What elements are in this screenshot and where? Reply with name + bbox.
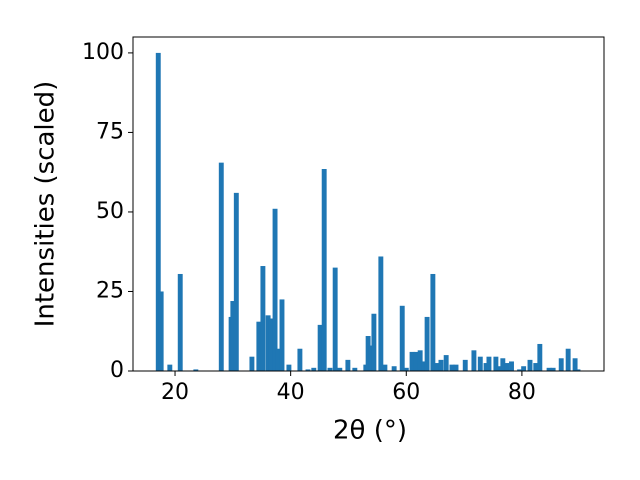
bar	[477, 356, 483, 371]
bar	[421, 361, 427, 371]
x-tick-label: 20	[161, 380, 189, 405]
bar	[471, 350, 477, 371]
bar	[233, 192, 239, 371]
bar	[249, 356, 255, 371]
bar	[167, 364, 173, 371]
bar	[230, 301, 236, 371]
y-tick-label: 50	[96, 199, 124, 224]
y-tick-label: 25	[96, 278, 124, 303]
x-tick-label: 60	[392, 380, 420, 405]
bar	[368, 345, 374, 371]
bar	[517, 369, 523, 371]
bar	[462, 359, 468, 371]
x-axis-label: 2θ (°)	[333, 416, 407, 446]
y-tick-label: 0	[110, 358, 124, 383]
bar	[399, 305, 405, 371]
bar	[521, 366, 527, 371]
bar	[279, 299, 285, 371]
bar	[297, 348, 303, 371]
bar	[558, 358, 564, 371]
bar	[443, 355, 449, 371]
bar	[371, 313, 377, 371]
y-tick-label: 100	[82, 40, 124, 65]
bar	[424, 316, 430, 371]
bar	[565, 348, 571, 371]
bar	[497, 366, 503, 371]
bar	[403, 367, 409, 371]
bar	[256, 321, 262, 371]
x-tick-label: 80	[508, 380, 536, 405]
bar	[537, 343, 543, 371]
bar	[317, 324, 323, 371]
bar	[546, 367, 552, 371]
bar	[193, 369, 199, 371]
bar	[493, 356, 499, 371]
bar	[305, 369, 311, 371]
bar	[438, 359, 444, 371]
bar	[575, 369, 581, 371]
bar	[158, 291, 164, 371]
bar	[409, 351, 415, 371]
bar	[352, 367, 358, 371]
bar	[345, 359, 351, 371]
bar	[527, 359, 533, 371]
bar	[378, 256, 384, 371]
bar	[509, 361, 514, 371]
bar	[500, 358, 506, 371]
bar	[413, 351, 419, 371]
bar	[275, 348, 281, 371]
bar	[550, 367, 556, 371]
bar	[449, 364, 455, 371]
y-tick-label: 75	[96, 119, 124, 144]
bar	[572, 358, 578, 371]
bar	[391, 366, 397, 371]
x-tick-label: 40	[277, 380, 305, 405]
bar	[417, 350, 423, 371]
bar	[332, 267, 338, 371]
bar	[486, 356, 492, 371]
bar	[533, 363, 539, 371]
bar	[337, 367, 343, 371]
bar	[260, 266, 266, 371]
bar	[382, 364, 388, 371]
bar	[155, 52, 161, 372]
bar	[321, 169, 327, 371]
bar	[286, 364, 292, 371]
y-axis-label: Intensities (scaled)	[31, 81, 61, 328]
plot-frame	[132, 36, 605, 372]
bar	[365, 336, 371, 371]
bar	[268, 318, 274, 371]
bar	[327, 367, 333, 371]
bar	[311, 367, 317, 371]
bar	[504, 363, 510, 371]
bar	[453, 364, 459, 371]
bar	[434, 363, 440, 371]
bar	[265, 315, 271, 371]
bar	[177, 273, 183, 371]
bar	[272, 208, 278, 371]
bar	[218, 162, 224, 371]
bar	[483, 363, 489, 371]
bar	[430, 273, 436, 371]
